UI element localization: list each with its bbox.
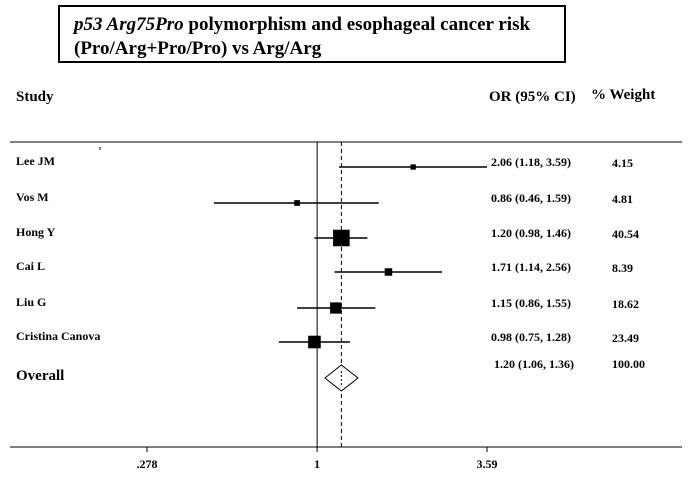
or-ci-value: 1.71 (1.14, 2.56): [491, 260, 571, 274]
weight-value: 4.15: [612, 156, 633, 170]
weight-value: 40.54: [612, 227, 639, 241]
overall-label: Overall: [16, 368, 64, 384]
title-box: p53 Arg75Pro polymorphism and esophageal…: [58, 5, 566, 63]
point-estimate-square: [410, 164, 416, 170]
weight-value: 4.81: [612, 192, 633, 206]
title-line-1: p53 Arg75Pro polymorphism and esophageal…: [74, 14, 530, 36]
point-estimate-square: [333, 229, 350, 247]
weight-value: 23.49: [612, 331, 639, 345]
weight-value: 8.39: [612, 261, 633, 275]
overall-weight-value: 100.00: [612, 357, 645, 371]
overall-diamond: [324, 364, 359, 392]
or-ci-value: 1.20 (0.98, 1.46): [491, 226, 571, 240]
gene-name: p53 Arg75Pro: [74, 14, 184, 35]
or-ci-value: 2.06 (1.18, 3.59): [491, 155, 571, 169]
study-label: Hong Y: [16, 225, 56, 239]
weight-value: 18.62: [612, 297, 639, 311]
or-ci-value: 1.15 (0.86, 1.55): [491, 296, 571, 310]
overall-or-ci-value: 1.20 (1.06, 1.36): [494, 357, 574, 371]
study-label: Liu G: [16, 295, 46, 309]
point-estimate-square: [330, 302, 342, 314]
or-ci-header: OR (95% CI): [489, 89, 576, 105]
x-tick-label: .278: [137, 457, 158, 471]
point-estimate-square: [384, 268, 393, 276]
title-rest: polymorphism and esophageal cancer risk: [183, 14, 531, 35]
study-label: Lee JM: [16, 154, 55, 168]
point-estimate-square: [294, 200, 300, 206]
or-ci-value: 0.86 (0.46, 1.59): [491, 191, 571, 205]
weight-header: % Weight: [591, 87, 655, 103]
study-label: Vos M: [16, 190, 49, 204]
or-ci-value: 0.98 (0.75, 1.28): [491, 330, 571, 344]
study-label: Cai L: [16, 259, 45, 273]
title-line-2: (Pro/Arg+Pro/Pro) vs Arg/Arg: [74, 38, 322, 59]
x-tick-label: 1: [314, 457, 320, 471]
point-estimate-square: [308, 335, 321, 349]
study-label: Cristina Canova: [16, 329, 100, 343]
study-header: Study: [16, 89, 54, 105]
x-tick-label: 3.59: [477, 457, 498, 471]
